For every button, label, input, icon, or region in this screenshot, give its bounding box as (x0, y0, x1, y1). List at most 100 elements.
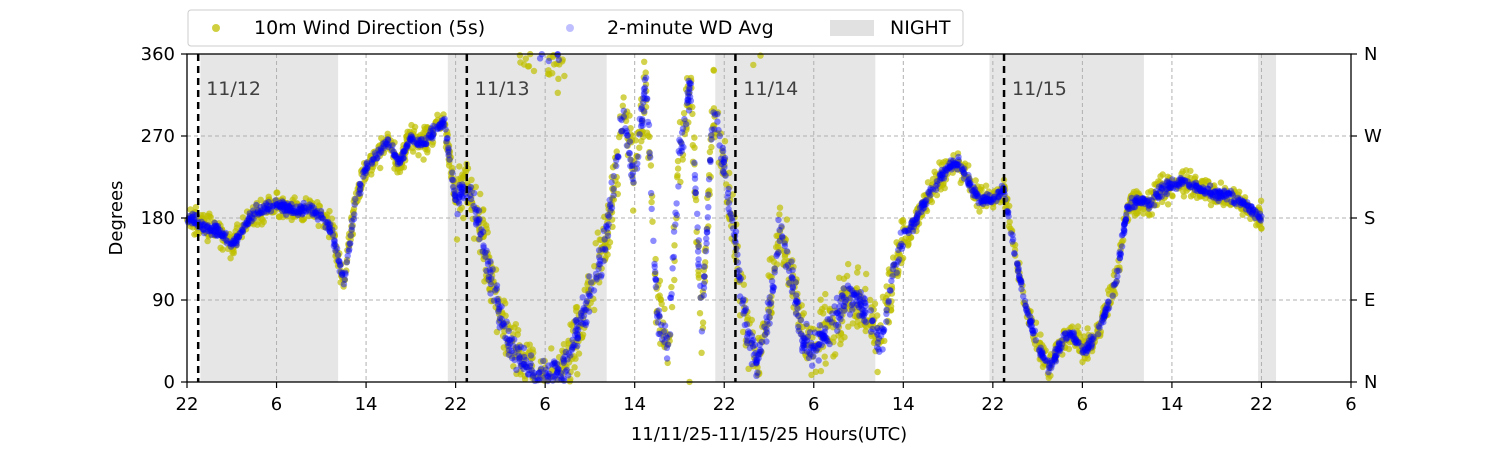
wind-direction-point (571, 364, 578, 371)
wind-direction-point (671, 242, 678, 249)
wind-direction-point (442, 121, 449, 129)
wd-avg-point (352, 195, 359, 203)
wd-avg-point (343, 258, 351, 266)
wd-avg-point (654, 319, 662, 326)
wd-avg-point (620, 107, 627, 115)
wind-direction-point (862, 285, 869, 293)
wd-avg-point (904, 227, 911, 235)
wd-avg-point (395, 155, 402, 163)
wd-avg-point (705, 191, 712, 198)
wd-avg-point (1133, 194, 1140, 201)
wd-avg-point (711, 111, 719, 118)
wind-direction-point (277, 204, 284, 211)
wind-direction-point (1134, 210, 1141, 217)
wind-direction-point (616, 133, 623, 141)
wind-direction-point (336, 250, 343, 257)
wd-avg-point (294, 211, 302, 219)
wd-avg-point (705, 176, 713, 183)
wind-direction-point (1180, 193, 1188, 200)
wind-direction-point (990, 204, 997, 211)
wd-avg-point (725, 205, 732, 213)
wind-direction-point (591, 306, 598, 314)
wind-direction-point (1046, 364, 1053, 371)
wd-avg-point (703, 240, 710, 247)
wind-direction-point (273, 189, 280, 196)
wd-avg-point (1085, 343, 1092, 350)
wd-avg-point (670, 253, 678, 261)
wind-direction-point (314, 199, 321, 206)
wind-direction-point (630, 179, 637, 187)
wd-avg-point (809, 362, 816, 369)
wind-direction-point (702, 244, 709, 252)
wind-direction-point (771, 267, 778, 274)
wd-avg-point (1114, 273, 1121, 280)
wd-avg-point (347, 232, 354, 239)
wind-direction-point (192, 204, 200, 211)
wind-direction-point (559, 56, 566, 63)
wind-direction-point (776, 204, 784, 211)
wd-avg-point (608, 179, 615, 186)
wind-direction-point (486, 286, 493, 293)
wind-direction-point (303, 203, 311, 210)
wind-direction-point (642, 103, 650, 111)
wd-avg-point (601, 236, 608, 243)
wd-avg-point (885, 297, 892, 305)
wd-avg-point (325, 221, 332, 228)
wind-direction-point (1200, 178, 1207, 185)
wind-direction-point (432, 119, 439, 126)
wind-direction-point (338, 270, 345, 277)
wind-direction-point (803, 322, 810, 330)
wind-direction-point (783, 216, 791, 223)
wind-direction-point (528, 362, 536, 369)
wd-avg-point (563, 366, 570, 374)
wind-direction-point (874, 312, 881, 319)
wind-direction-point (469, 215, 476, 223)
wd-avg-point (758, 338, 765, 346)
wind-direction-point (677, 178, 684, 186)
wind-direction-point (642, 81, 650, 88)
wind-direction-point (595, 272, 603, 280)
wind-direction-point (674, 172, 681, 179)
wind-direction-point (839, 311, 846, 318)
wind-direction-point (699, 288, 707, 295)
wind-direction-point (930, 188, 937, 195)
wind-direction-point (1110, 281, 1118, 288)
wind-direction-point (656, 313, 663, 321)
wd-avg-point (840, 302, 847, 309)
wd-avg-point (349, 223, 356, 230)
wind-direction-point (333, 243, 340, 250)
wd-avg-point (641, 108, 648, 115)
wd-avg-point (586, 273, 593, 280)
wind-direction-point (831, 307, 839, 314)
wd-avg-point (542, 370, 549, 377)
wind-direction-point (526, 341, 533, 348)
wind-direction-point (315, 222, 322, 230)
wind-direction-point (905, 230, 913, 237)
wind-direction-point (409, 148, 417, 155)
wind-direction-point (483, 222, 490, 229)
wind-direction-point (810, 325, 817, 333)
wind-direction-point (719, 147, 726, 154)
wd-avg-point (357, 190, 364, 197)
wind-direction-point (348, 214, 355, 221)
wd-avg-point (554, 366, 562, 373)
wind-direction-point (656, 292, 663, 299)
wind-direction-point (641, 58, 648, 65)
wind-direction-point (1155, 193, 1162, 201)
wind-direction-point (874, 368, 881, 376)
wind-direction-point (553, 375, 560, 383)
wd-avg-point (1253, 208, 1260, 216)
wind-direction-point (309, 212, 316, 219)
wind-direction-point (870, 306, 877, 313)
wind-direction-point (751, 354, 758, 362)
wd-avg-point (250, 207, 257, 214)
wind-direction-point (768, 309, 775, 317)
wd-avg-point (1123, 211, 1130, 218)
wind-direction-point (836, 274, 843, 281)
wd-avg-point (954, 166, 961, 173)
wd-avg-point (449, 183, 457, 191)
wind-direction-point (1011, 246, 1019, 254)
wd-avg-point (449, 169, 456, 176)
wind-direction-point (328, 215, 335, 222)
wind-direction-point (522, 55, 529, 62)
